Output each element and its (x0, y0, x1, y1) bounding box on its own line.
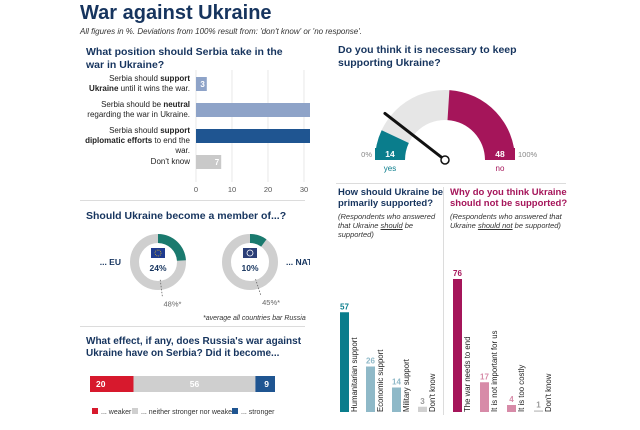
serbia-position-plot: 010203040337497 (194, 70, 310, 194)
x-tick-label: 0 (194, 185, 198, 194)
legend-swatch (92, 408, 98, 414)
bar-value-label: 1 (536, 400, 541, 409)
category-label: The war needs to end (463, 337, 472, 412)
no-label: no (496, 164, 505, 173)
x-tick-label: 30 (300, 185, 308, 194)
serbia-position-chart: Serbia should support Ukraine until it w… (80, 70, 310, 200)
bar (366, 366, 375, 412)
support-gauge: 14 48 yes no 0% 100% (361, 89, 538, 173)
bar-value-label: 4 (509, 395, 514, 404)
bar-value-label: 17 (480, 372, 489, 381)
range-min-label: 0% (361, 150, 372, 159)
how-support-note: (Respondents who answered that Ukraine s… (338, 212, 436, 239)
section-divider (336, 183, 566, 184)
category-label: It is too costly (517, 365, 526, 412)
bar-value-label: 3 (420, 397, 425, 406)
bar (392, 387, 401, 412)
x-tick-label: 20 (264, 185, 272, 194)
membership-donuts: 24% 48%* ... EU 10% 45%* ... NATO (100, 234, 310, 309)
average-label: 45%* (262, 298, 280, 307)
average-label: 48%* (164, 300, 182, 309)
section-divider (443, 187, 444, 415)
legend-label: ... stronger (241, 409, 275, 416)
category-label: Don't know (428, 373, 437, 412)
donut-label: ... NATO (286, 257, 310, 267)
flag-emblem (154, 249, 162, 257)
gauge-needle-hub (440, 155, 450, 165)
legend-label: ... neither stronger nor weaker (141, 409, 235, 416)
nato-flag-icon (243, 248, 257, 258)
eu-flag-icon (151, 248, 165, 258)
donut-value-segment (250, 234, 267, 247)
range-max-label: 100% (518, 150, 538, 159)
no-value-box (485, 148, 515, 160)
serbia-position-question: What position should Serbia take in the … (86, 46, 283, 71)
flag-emblem (246, 249, 254, 257)
how-support-chart: 57 Humanitarian support 26 Economic support… (340, 302, 437, 412)
bar (418, 406, 427, 412)
bar (196, 129, 310, 143)
average-footnote: *average all countries bar Russia (203, 315, 306, 322)
x-tick-label: 10 (228, 185, 236, 194)
category-label: Don't know (544, 373, 553, 412)
bar-value-label: 7 (215, 158, 220, 167)
page-title: War against Ukraine (80, 2, 272, 24)
bar (507, 405, 516, 412)
category-label: Military support (402, 358, 411, 412)
category-label: Serbia should be neutral regarding the w… (87, 100, 190, 119)
why-not-chart: 76 The war needs to end 17 It is not import… (453, 269, 553, 412)
bar (196, 155, 222, 169)
stacked-value: 9 (264, 379, 269, 389)
legend-swatch (232, 408, 238, 414)
stacked-value: 20 (96, 379, 106, 389)
stacked-segment (90, 376, 134, 392)
why-not-note: (Respondents who answered that Ukraine s… (450, 212, 562, 230)
stacked-segment (133, 376, 256, 392)
gauge-needle (383, 111, 447, 162)
keep-supporting-question: Do you think it is necessary to keep sup… (338, 44, 517, 69)
section-divider (80, 200, 305, 201)
bar (453, 279, 462, 412)
bar-value-label: 76 (453, 269, 462, 278)
bar-value-label: 57 (340, 302, 349, 311)
yes-label: yes (384, 164, 396, 173)
membership-question: Should Ukraine become a member of...? (86, 210, 287, 222)
bar-value-label: 26 (366, 357, 375, 366)
donut-value-segment (158, 234, 186, 261)
donut-value: 24% (149, 263, 166, 273)
category-label: Serbia should support diplomatic efforts… (85, 126, 190, 155)
no-value: 48 (495, 149, 505, 159)
bar (196, 103, 310, 117)
bar (196, 77, 207, 91)
stacked-value: 56 (190, 379, 200, 389)
bar (480, 382, 489, 412)
donut-value: 10% (241, 263, 258, 273)
section-divider (80, 326, 305, 327)
how-support-question: How should Ukraine be primarily supporte… (338, 187, 444, 209)
category-label: It is not important for us (490, 330, 499, 412)
category-label: Don't know (150, 157, 190, 166)
bar-value-label: 14 (392, 378, 401, 387)
page-subtitle: All figures in %. Deviations from 100% r… (80, 27, 362, 36)
effect-question: What effect, if any, does Russia's war a… (86, 336, 302, 359)
bar-value-label: 3 (200, 80, 205, 89)
effect-stacked-bar: 20 56 9 ... weaker ... neither stronger nor … (90, 376, 275, 416)
category-label: Economic support (376, 349, 385, 412)
yes-value-box (375, 148, 405, 160)
yes-value: 14 (385, 149, 395, 159)
donut-track (222, 234, 278, 290)
legend-swatch (132, 408, 138, 414)
category-label: Serbia should support Ukraine until it w… (89, 74, 190, 93)
gauge-no-segment (447, 90, 515, 160)
bar (340, 312, 349, 412)
stacked-segment (255, 376, 275, 392)
donut-label: ... EU (100, 257, 121, 267)
legend-label: ... weaker (101, 409, 132, 416)
why-not-question: Why do you think Ukraine should not be s… (450, 187, 568, 209)
category-label: Humanitarian support (350, 337, 359, 412)
bar (534, 410, 543, 412)
